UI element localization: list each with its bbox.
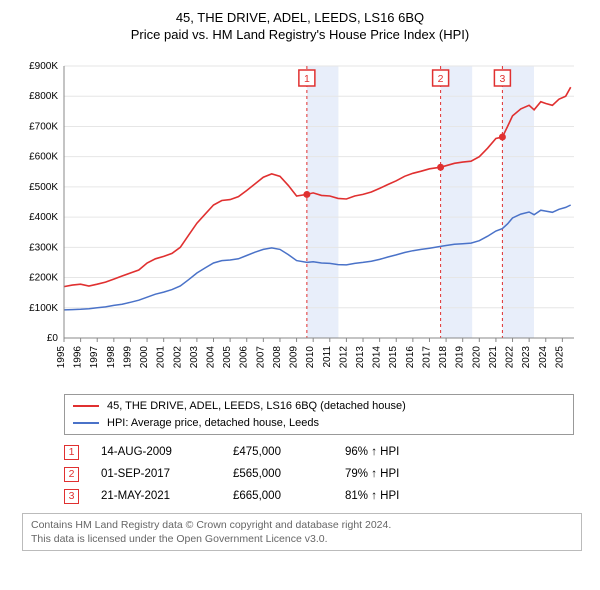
svg-text:2002: 2002	[172, 346, 183, 369]
sale-marker-3: 3	[64, 489, 79, 504]
svg-text:1995: 1995	[56, 346, 67, 369]
svg-text:2012: 2012	[338, 346, 349, 369]
legend-label-hpi: HPI: Average price, detached house, Leed…	[107, 415, 319, 432]
title-block: 45, THE DRIVE, ADEL, LEEDS, LS16 6BQ Pri…	[12, 10, 588, 42]
sale-pct-1: 96% ↑ HPI	[345, 446, 455, 458]
sale-marker-2: 2	[64, 467, 79, 482]
licence-box: Contains HM Land Registry data © Crown c…	[22, 513, 582, 551]
svg-text:2008: 2008	[272, 346, 283, 369]
legend-swatch-property	[73, 405, 99, 407]
svg-text:2015: 2015	[388, 346, 399, 369]
sale-pct-2: 79% ↑ HPI	[345, 468, 455, 480]
svg-text:2011: 2011	[322, 346, 333, 368]
svg-text:2021: 2021	[488, 346, 499, 369]
svg-text:2017: 2017	[421, 346, 432, 369]
svg-text:2004: 2004	[206, 346, 217, 369]
svg-text:2018: 2018	[438, 346, 449, 369]
svg-text:2001: 2001	[156, 346, 167, 369]
svg-text:£600K: £600K	[29, 152, 58, 163]
svg-text:1997: 1997	[89, 346, 100, 369]
svg-text:2022: 2022	[505, 346, 516, 369]
svg-text:£0: £0	[47, 333, 59, 344]
svg-text:£500K: £500K	[29, 182, 58, 193]
svg-text:2003: 2003	[189, 346, 200, 369]
legend-label-property: 45, THE DRIVE, ADEL, LEEDS, LS16 6BQ (de…	[107, 398, 406, 415]
svg-text:2010: 2010	[305, 346, 316, 369]
svg-text:£300K: £300K	[29, 242, 58, 253]
chart-svg: £0 £100K £200K £300K £400K £500K £600K £700K £80…	[12, 48, 588, 388]
svg-text:2024: 2024	[538, 346, 549, 369]
chart-container: 45, THE DRIVE, ADEL, LEEDS, LS16 6BQ Pri…	[0, 0, 600, 590]
sale-marker-1: 1	[64, 445, 79, 460]
sale-price-2: £565,000	[233, 468, 323, 480]
svg-text:£900K: £900K	[29, 61, 58, 72]
sales-row-1: 1 14-AUG-2009 £475,000 96% ↑ HPI	[64, 441, 588, 463]
svg-text:2000: 2000	[139, 346, 150, 369]
title-subtitle: Price paid vs. HM Land Registry's House …	[12, 27, 588, 42]
svg-text:1996: 1996	[73, 346, 84, 369]
svg-text:1999: 1999	[122, 346, 133, 369]
svg-text:1: 1	[304, 73, 310, 85]
svg-text:2007: 2007	[255, 346, 266, 369]
svg-text:2013: 2013	[355, 346, 366, 369]
legend-box: 45, THE DRIVE, ADEL, LEEDS, LS16 6BQ (de…	[64, 394, 574, 435]
svg-text:2: 2	[438, 73, 444, 85]
svg-text:2014: 2014	[372, 346, 383, 369]
svg-text:£200K: £200K	[29, 273, 58, 284]
sales-table: 1 14-AUG-2009 £475,000 96% ↑ HPI 2 01-SE…	[64, 441, 588, 507]
title-address: 45, THE DRIVE, ADEL, LEEDS, LS16 6BQ	[12, 10, 588, 25]
svg-text:£100K: £100K	[29, 303, 58, 314]
licence-line-1: Contains HM Land Registry data © Crown c…	[31, 518, 573, 532]
sale-price-1: £475,000	[233, 446, 323, 458]
svg-text:2023: 2023	[521, 346, 532, 369]
legend-row-property: 45, THE DRIVE, ADEL, LEEDS, LS16 6BQ (de…	[73, 398, 565, 415]
svg-text:£700K: £700K	[29, 121, 58, 132]
svg-text:2006: 2006	[239, 346, 250, 369]
sale-date-2: 01-SEP-2017	[101, 468, 211, 480]
sale-pct-3: 81% ↑ HPI	[345, 490, 455, 502]
svg-text:1998: 1998	[106, 346, 117, 369]
svg-text:2016: 2016	[405, 346, 416, 369]
sales-row-3: 3 21-MAY-2021 £665,000 81% ↑ HPI	[64, 485, 588, 507]
sales-row-2: 2 01-SEP-2017 £565,000 79% ↑ HPI	[64, 463, 588, 485]
svg-text:£800K: £800K	[29, 91, 58, 102]
licence-line-2: This data is licensed under the Open Gov…	[31, 532, 573, 546]
svg-text:2019: 2019	[455, 346, 466, 369]
svg-text:2025: 2025	[554, 346, 565, 369]
sale-date-3: 21-MAY-2021	[101, 490, 211, 502]
svg-text:£400K: £400K	[29, 212, 58, 223]
chart-area: £0 £100K £200K £300K £400K £500K £600K £700K £80…	[12, 48, 588, 388]
svg-text:3: 3	[499, 73, 505, 85]
sale-price-3: £665,000	[233, 490, 323, 502]
sale-date-1: 14-AUG-2009	[101, 446, 211, 458]
svg-text:2020: 2020	[471, 346, 482, 369]
legend-row-hpi: HPI: Average price, detached house, Leed…	[73, 415, 565, 432]
legend-swatch-hpi	[73, 422, 99, 424]
svg-text:2005: 2005	[222, 346, 233, 369]
svg-text:2009: 2009	[289, 346, 300, 369]
